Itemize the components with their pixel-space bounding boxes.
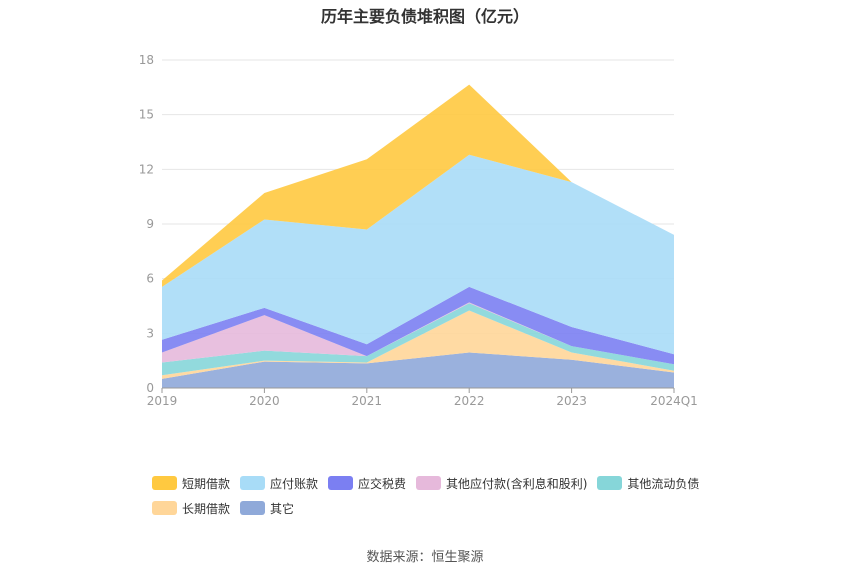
legend-swatch xyxy=(152,476,177,490)
legend-label: 其他应付款(含利息和股利) xyxy=(446,476,588,491)
y-tick-label: 15 xyxy=(139,108,154,122)
legend-item[interactable]: 应交税费 xyxy=(328,475,406,492)
legend-swatch xyxy=(240,476,266,490)
legend-item[interactable]: 长期借款 xyxy=(152,500,230,517)
x-tick-label: 2022 xyxy=(454,394,485,408)
x-tick-label: 2024Q1 xyxy=(650,394,698,408)
legend-item[interactable]: 其它 xyxy=(240,500,294,517)
legend-row: 短期借款 应付账款 应交税费 其他应付款(含利息和股利) 其他流动负债 xyxy=(152,472,752,494)
area-series xyxy=(162,310,674,379)
chart-legend: 短期借款 应付账款 应交税费 其他应付款(含利息和股利) 其他流动负债长期借款 其它 xyxy=(152,472,752,522)
legend-label: 其他流动负债 xyxy=(627,476,700,491)
area-series xyxy=(162,302,674,365)
legend-item[interactable]: 短期借款 xyxy=(152,475,230,492)
x-tick-label: 2019 xyxy=(147,394,178,408)
legend-row: 长期借款 其它 xyxy=(152,497,752,519)
legend-label: 长期借款 xyxy=(182,501,231,516)
legend-label: 应交税费 xyxy=(358,476,407,491)
legend-swatch xyxy=(240,501,266,515)
area-series xyxy=(162,286,674,365)
area-series xyxy=(162,84,674,287)
legend-item[interactable]: 其他应付款(含利息和股利) xyxy=(416,475,587,492)
x-tick-label: 2020 xyxy=(249,394,280,408)
area-series xyxy=(162,303,674,376)
legend-swatch xyxy=(152,501,177,515)
y-tick-label: 9 xyxy=(146,217,154,231)
y-tick-label: 12 xyxy=(139,162,154,176)
legend-swatch xyxy=(416,476,442,490)
y-tick-label: 0 xyxy=(146,381,154,395)
legend-label: 应付账款 xyxy=(270,476,319,491)
legend-swatch xyxy=(328,476,354,490)
legend-label: 其它 xyxy=(270,501,295,516)
y-tick-label: 6 xyxy=(146,272,154,286)
x-tick-label: 2023 xyxy=(556,394,587,408)
legend-label: 短期借款 xyxy=(182,476,231,491)
legend-item[interactable]: 应付账款 xyxy=(240,475,318,492)
legend-item[interactable]: 其他流动负债 xyxy=(597,475,699,492)
y-tick-label: 18 xyxy=(139,53,154,67)
legend-swatch xyxy=(597,476,623,490)
area-series xyxy=(162,352,674,388)
x-tick-label: 2021 xyxy=(352,394,383,408)
chart-title: 历年主要负债堆积图（亿元） xyxy=(320,7,529,26)
data-source-note: 数据来源：恒生聚源 xyxy=(366,550,484,565)
y-tick-label: 3 xyxy=(146,326,154,340)
area-series xyxy=(162,154,674,355)
